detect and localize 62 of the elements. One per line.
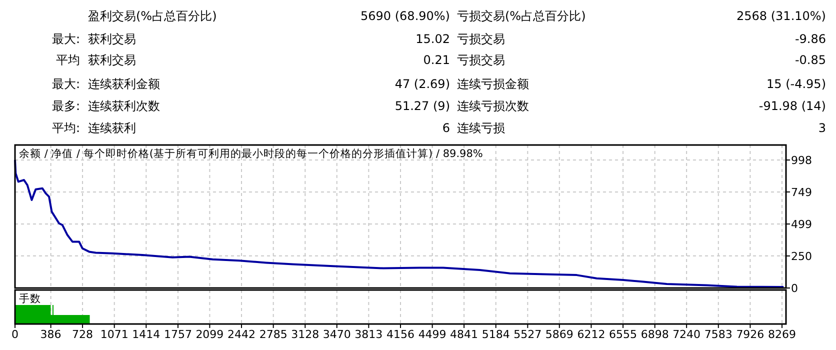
text: 平均 [56, 53, 80, 67]
x-tick-label: 3813 [354, 328, 383, 341]
x-tick-label: 1071 [100, 328, 128, 341]
x-tick-label: 5184 [482, 328, 510, 341]
text: 最多: [52, 99, 80, 113]
text: 连续获利次数 [88, 99, 160, 113]
x-tick-label: 2785 [259, 328, 288, 341]
x-tick-label: 4841 [450, 328, 478, 341]
text: 最大: [52, 32, 80, 46]
x-tick-label: 728 [72, 328, 94, 341]
line-series [14, 159, 785, 288]
text: 15 (-4.95) [766, 77, 826, 91]
x-tick-label: 386 [40, 328, 62, 341]
text: -91.98 (14) [758, 99, 826, 113]
x-tick-label: 4499 [418, 328, 446, 341]
text: 连续获利金额 [88, 77, 160, 91]
x-tick-label: 6898 [640, 328, 669, 341]
text: -0.85 [794, 53, 826, 67]
text: 连续亏损次数 [457, 99, 529, 113]
x-tick-label: 8269 [768, 328, 796, 341]
text: 获利交易 [88, 53, 136, 67]
x-tick-label: 5869 [545, 328, 574, 341]
x-tick-label: 3470 [322, 328, 351, 341]
text: -9.86 [794, 32, 826, 46]
text: 连续亏损金额 [457, 77, 529, 91]
x-tick-label: 2442 [228, 328, 256, 341]
text: 获利交易 [88, 32, 136, 46]
x-tick-label: 4156 [386, 328, 414, 341]
text: 2568 (31.10%) [736, 9, 826, 23]
x-tick-label: 2099 [196, 328, 224, 341]
x-tick-label: 1414 [132, 328, 160, 341]
text: 0.21 [423, 53, 450, 67]
x-tick-label: 3128 [291, 328, 320, 341]
x-tick-label: 5527 [514, 328, 542, 341]
text: 亏损交易 [457, 53, 505, 67]
text: 47 (2.69) [394, 77, 450, 91]
x-tick-label: 7583 [704, 328, 732, 341]
x-tick-label: 7240 [672, 328, 701, 341]
x-tick-label: 1757 [164, 328, 192, 341]
x-tick-label: 0 [12, 328, 18, 341]
y-tick-label: 749 [791, 186, 812, 199]
text: 15.02 [416, 32, 450, 46]
text: 亏损交易 [457, 32, 505, 46]
text: 最大: [52, 77, 80, 91]
text: 连续获利 [88, 121, 136, 135]
x-tick-label: 6555 [609, 328, 638, 341]
x-tick-label: 6212 [577, 328, 606, 341]
text: 亏损交易(%占总百分比) [457, 9, 586, 23]
text: 6 [442, 121, 450, 135]
y-tick-label: 998 [791, 154, 812, 168]
text: 盈利交易(%占总百分比) [88, 9, 217, 23]
y-tick-label: 250 [791, 250, 812, 263]
text: 5690 (68.90%) [360, 9, 450, 23]
x-tick-label: 7926 [736, 328, 764, 341]
chart-title: 余额 / 净值 / 每个即时价格(基于所有可利用的最小时段的每一个价格的分形插值计算) / 89.98% [19, 147, 483, 160]
y-tick-label: 0 [791, 282, 798, 295]
y-tick-label: 499 [791, 218, 812, 232]
chart-title: 手数 [19, 292, 41, 305]
text: 3 [818, 121, 826, 135]
text: 连续亏损 [457, 121, 505, 135]
text: 51.27 (9) [394, 99, 450, 113]
text: 平均: [52, 121, 80, 135]
